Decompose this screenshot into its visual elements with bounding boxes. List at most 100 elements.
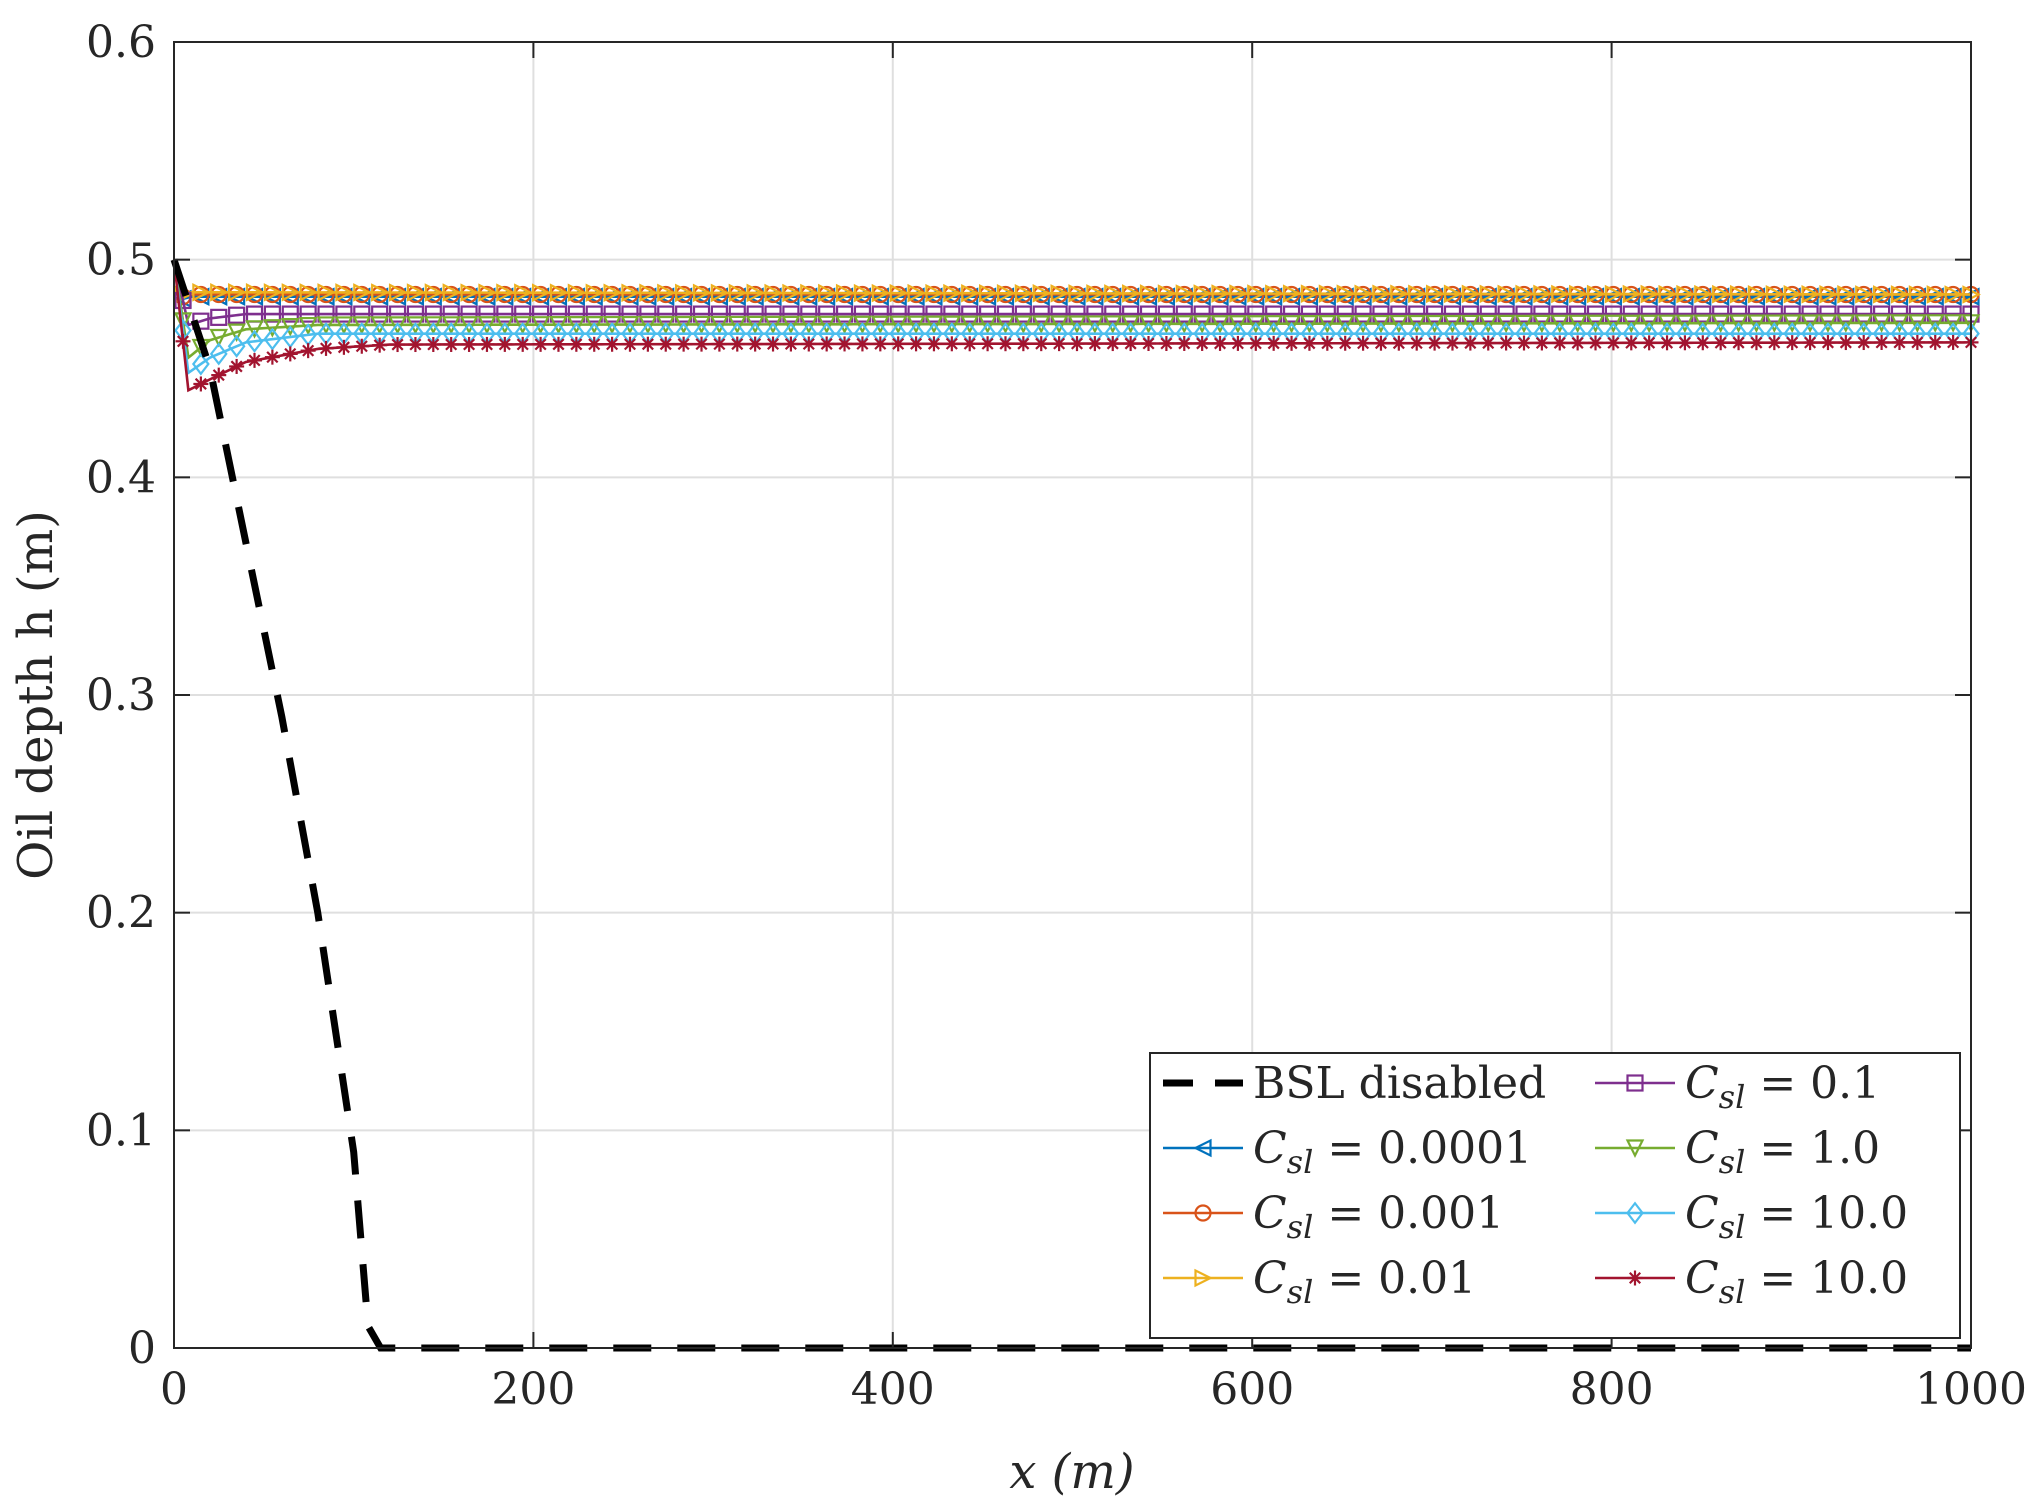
y-tick-label-2: 0.2 [86, 888, 156, 939]
series-3-point-26 [639, 283, 658, 303]
series-7-point-83 [1659, 335, 1675, 351]
series-3-point-41 [907, 283, 927, 303]
x-tick-label-0: 0 [160, 1364, 188, 1415]
series-4-point-16 [460, 305, 478, 323]
legend-label-0: BSL disabled [1253, 1058, 1546, 1109]
series-3-point-39 [871, 283, 891, 303]
series-4-point-58 [1211, 305, 1229, 323]
series-5-point-46 [996, 315, 1015, 335]
series-5-point-4 [245, 320, 264, 339]
series-4-point-48 [1032, 305, 1050, 323]
legend-label-6: Csl = 10.0 [1685, 1188, 1908, 1246]
legend-item-6: Csl = 10.0 [1595, 1188, 1908, 1246]
series-5-point-31 [727, 315, 747, 335]
series-7-point-13 [407, 337, 423, 353]
series-5-point-7 [298, 316, 318, 336]
series-5-point-68 [1389, 314, 1409, 334]
series-3-point-58 [1211, 284, 1230, 303]
series-7-point-90 [1784, 335, 1800, 351]
series-3-point-34 [782, 283, 801, 303]
series-7-point-7 [300, 343, 316, 359]
series-3-point-15 [442, 283, 462, 302]
legend-item-2: Csl = 0.001 [1163, 1188, 1504, 1246]
tick-labels: 0 200 400 600 800 1000 0 0.1 0.2 0.3 0.4 0.5 0.6 [86, 17, 2027, 1415]
series-7-point-87 [1731, 335, 1747, 351]
series-7-point-27 [658, 336, 674, 352]
legend-box [1149, 1052, 1961, 1339]
series-5-point-59 [1228, 315, 1248, 334]
x-tick-label-1: 200 [491, 1364, 575, 1415]
series-7-point-95 [1874, 335, 1890, 351]
series-3-point-98 [1926, 285, 1946, 304]
series-5-point-53 [1121, 315, 1140, 334]
series-5-point-75 [1514, 314, 1534, 334]
series-7-point-11 [372, 337, 388, 353]
series-3-point-52 [1104, 284, 1123, 303]
series-3-point-50 [1068, 284, 1087, 303]
series-7-point-86 [1713, 335, 1729, 351]
series-7-point-48 [1033, 336, 1049, 352]
series-3-point-3 [228, 283, 247, 302]
series-7-point-41 [908, 336, 924, 352]
series-4-point-69 [1408, 305, 1426, 323]
series-5-point-8 [316, 316, 336, 335]
series-4-point-35 [800, 305, 818, 323]
series-5-point-48 [1031, 315, 1051, 334]
series-7 [172, 259, 1979, 393]
series-5-point-54 [1139, 315, 1158, 334]
series-3-point-8 [317, 283, 336, 302]
series-4-point-84 [1676, 305, 1694, 323]
series-3-point-10 [353, 283, 372, 302]
series-7-point-10 [354, 338, 370, 354]
series-5-point-33 [763, 315, 783, 335]
series-7-point-94 [1856, 335, 1872, 351]
series-3-point-6 [281, 283, 301, 302]
series-5-point-78 [1568, 314, 1587, 334]
series-4-point-61 [1265, 305, 1283, 323]
series-5-point-66 [1353, 314, 1373, 334]
series-7-point-69 [1409, 335, 1425, 351]
series-3-point-54 [1139, 284, 1159, 303]
legend-swatch-marker-5 [1625, 1139, 1645, 1158]
series-3-point-29 [692, 283, 712, 303]
series-5-point-41 [906, 315, 926, 335]
series-5-point-18 [495, 316, 515, 335]
series-5-point-88 [1747, 314, 1766, 334]
series-5-point-91 [1800, 314, 1820, 333]
series-7-point-38 [854, 336, 870, 352]
series-4-point-25 [621, 305, 639, 323]
series-5-point-56 [1174, 315, 1194, 334]
series-3-point-85 [1694, 284, 1713, 304]
series-5-point-65 [1335, 315, 1355, 334]
series-4-point-96 [1890, 305, 1909, 323]
series-7-point-43 [944, 336, 960, 352]
series-5-point-77 [1550, 314, 1570, 334]
series-3-point-38 [853, 283, 873, 303]
series-5-point-34 [781, 315, 801, 335]
series-4-point-32 [746, 305, 764, 323]
series-4-point-54 [1139, 305, 1158, 323]
series-4-point-76 [1533, 305, 1551, 323]
series-3-point-75 [1515, 284, 1534, 304]
series-0 [170, 258, 1971, 1352]
series-4-point-31 [728, 305, 746, 323]
series-5-point-29 [692, 315, 711, 335]
series-5-point-90 [1782, 314, 1802, 333]
series-4-point-13 [406, 305, 425, 323]
series-3-point-92 [1819, 285, 1838, 304]
series-4-point-87 [1729, 305, 1748, 323]
series-3-point-25 [621, 283, 640, 303]
series-5-point-64 [1318, 315, 1337, 334]
series-line-bsl-disabled [170, 258, 1971, 1352]
legend-swatch-marker-7 [1627, 1270, 1643, 1286]
series-4-point-34 [782, 305, 800, 323]
series-5-point-13 [406, 316, 425, 335]
series-3-point-64 [1318, 284, 1338, 303]
series-4-point-77 [1551, 305, 1569, 323]
y-tick-label-4: 0.4 [86, 452, 156, 503]
series-5-point-71 [1443, 314, 1462, 334]
series-4-point-14 [424, 305, 442, 323]
series-4-point-92 [1819, 305, 1837, 323]
series-3-point-1 [192, 283, 211, 302]
series-3-point-30 [710, 283, 730, 303]
